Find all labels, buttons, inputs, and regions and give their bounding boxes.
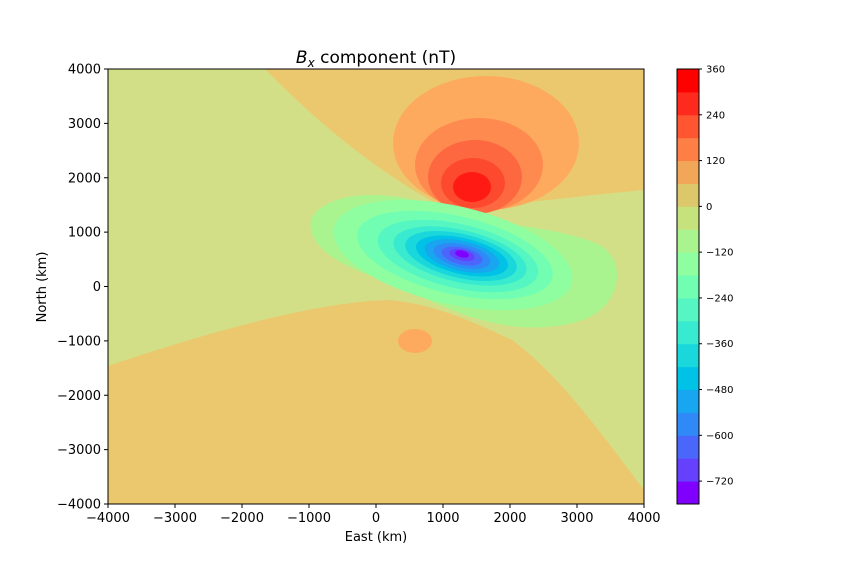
y-tick-label-8: 4000 [68,63,101,78]
y-tick-label-5: 1000 [68,226,101,241]
plot-area [108,69,644,504]
colorbar-segment-12 [677,206,699,230]
colorbar-tick-label-2: 120 [706,156,725,167]
colorbar-segment-16 [677,114,699,139]
colorbar-tick-label-6: −360 [706,339,733,350]
colorbar-segment-15 [677,137,699,162]
x-tick-label-1: −3000 [153,511,197,526]
colorbar-frame [676,68,700,505]
colorbar-segment-9 [677,275,699,299]
colorbar-segment-14 [677,160,699,184]
colorbar-tick-label-5: −240 [706,293,733,304]
colorbar-tick-label-0: 360 [706,65,725,76]
colorbar-ticks: 360 240 120 0 −120 −240 −360 −480 −600 −720 [699,65,733,488]
y-axis-ticks: −4000 −3000 −2000 −1000 0 1000 2000 3000 4000 [57,63,108,513]
colorbar-segment-13 [677,183,699,207]
band-plus60-patch [398,329,432,353]
colorbar-segment-3 [677,412,699,436]
x-tick-label-4: 0 [372,511,380,526]
colorbar-tick-label-4: −120 [706,248,733,259]
x-tick-label-5: 1000 [426,511,459,526]
colorbar-segment-11 [677,229,699,253]
band-minus720 [455,250,469,258]
y-tick-label-4: 0 [93,280,101,295]
y-axis-label: North (km) [35,252,50,323]
y-tick-label-7: 3000 [68,117,101,132]
title-variable: B [296,48,308,68]
colorbar-segment-10 [677,252,699,276]
x-axis-label: East (km) [345,530,408,545]
colorbar-tick-label-7: −480 [706,385,733,396]
colorbar-segment-7 [677,320,699,345]
chart-title: Bx component (nT) [296,48,456,70]
colorbar-segment-2 [677,435,699,459]
x-tick-label-6: 2000 [493,511,526,526]
y-tick-label-3: −1000 [57,334,101,349]
colorbar-tick-label-9: −720 [706,477,733,488]
colorbar-tick-label-8: −600 [706,431,733,442]
title-subscript: x [307,56,316,70]
colorbar-segment-1 [677,458,699,482]
colorbar-segment-5 [677,366,699,391]
band-minus60-to-0 [108,69,644,490]
x-tick-label-2: −2000 [220,511,264,526]
colorbar [677,69,699,505]
x-tick-label-0: −4000 [86,511,130,526]
colorbar-tick-label-1: 240 [706,110,725,121]
colorbar-segment-0 [677,481,699,505]
x-tick-label-7: 3000 [560,511,593,526]
colorbar-tick-label-3: 0 [706,202,712,213]
band-plus300 [453,172,491,202]
colorbar-segment-6 [677,343,699,368]
colorbar-segment-8 [677,297,699,322]
y-tick-label-2: −2000 [57,389,101,404]
x-axis-ticks: −4000 −3000 −2000 −1000 0 1000 2000 3000 4000 [86,504,661,526]
y-tick-label-1: −3000 [57,443,101,458]
colorbar-segment-18 [677,69,699,93]
x-tick-label-8: 4000 [627,511,660,526]
y-tick-label-6: 2000 [68,171,101,186]
title-rest: component (nT) [315,48,456,68]
colorbar-segment-17 [677,91,699,116]
colorbar-segment-4 [677,389,699,413]
y-tick-label-0: −4000 [57,498,101,513]
x-tick-label-3: −1000 [287,511,331,526]
